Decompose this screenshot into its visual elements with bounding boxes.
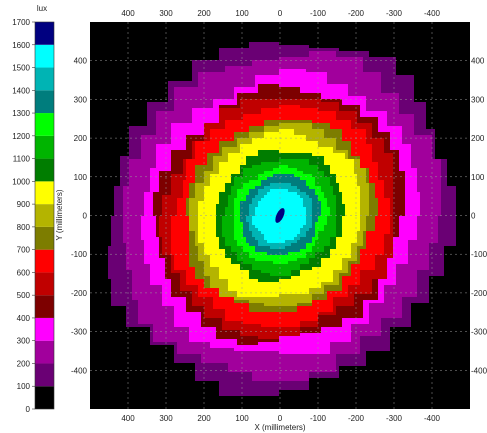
- colorbar-tick-label: 700: [17, 246, 31, 255]
- y-tick-label-right: 0: [471, 212, 476, 221]
- colorbar-band: [35, 272, 54, 296]
- colorbar: lux 0 100 200 300 400 500 600 700 800 900 1000 1100…: [12, 4, 55, 414]
- y-axis-label: Y (millimeters): [55, 189, 64, 240]
- y-tick-label-left: -300: [71, 328, 88, 337]
- y-tick-label-left: -100: [71, 250, 88, 259]
- colorbar-band: [35, 67, 54, 91]
- x-tick-label-bottom: -400: [424, 414, 441, 423]
- y-tick-label-right: 200: [471, 134, 485, 143]
- colorbar-band: [35, 44, 54, 68]
- colorbar-tick-label: 1000: [12, 177, 30, 186]
- y-tick-label-left: -200: [71, 289, 88, 298]
- colorbar-band: [35, 158, 54, 182]
- x-tick-label-bottom: 300: [159, 414, 173, 423]
- colorbar-tick-label: 800: [17, 223, 31, 232]
- y-tick-label-right: 100: [471, 173, 485, 182]
- colorbar-band: [35, 295, 54, 318]
- x-tick-label-bottom: -100: [310, 414, 327, 423]
- colorbar-band: [35, 90, 54, 114]
- x-tick-label-top: -300: [386, 9, 403, 18]
- colorbar-tick-label: 1200: [12, 132, 30, 141]
- x-tick-label-top: -400: [424, 9, 441, 18]
- colorbar-tick-label: 900: [17, 200, 31, 209]
- x-tick-label-top: 100: [235, 9, 249, 18]
- x-tick-label-top: 0: [278, 9, 283, 18]
- colorbar-tick-label: 200: [17, 359, 31, 368]
- colorbar-band: [35, 22, 54, 45]
- colorbar-tick-label: 1300: [12, 109, 30, 118]
- x-tick-label-top: 300: [159, 9, 173, 18]
- y-tick-label-right: -400: [471, 366, 487, 375]
- colorbar-tick-label: 100: [17, 382, 31, 391]
- colorbar-band: [35, 226, 54, 250]
- colorbar-tick-label: 1700: [12, 18, 30, 27]
- colorbar-tick-label: 600: [17, 268, 31, 277]
- colorbar-frame: [34, 21, 55, 410]
- colorbar-tick-label: 400: [17, 314, 31, 323]
- x-tick-label-bottom: -300: [386, 414, 403, 423]
- colorbar-tick-label: 0: [26, 405, 31, 414]
- colorbar-tick-label: 1600: [12, 41, 30, 50]
- y-tick-label-left: -400: [71, 366, 88, 375]
- y-tick-label-left: 100: [74, 173, 88, 182]
- colorbar-band: [35, 386, 54, 409]
- colorbar-unit-label: lux: [37, 4, 47, 13]
- colorbar-band: [35, 181, 54, 205]
- colorbar-band: [35, 113, 54, 136]
- x-tick-label-bottom: 200: [197, 414, 211, 423]
- x-tick-label-bottom: 100: [235, 414, 249, 423]
- colorbar-band: [35, 135, 54, 159]
- x-tick-label-bottom: -200: [348, 414, 365, 423]
- colorbar-tick-label: 1400: [12, 86, 30, 95]
- y-tick-label-left: 0: [83, 212, 88, 221]
- colorbar-tick-label: 1100: [13, 155, 31, 164]
- colorbar-tick-label: 300: [17, 337, 31, 346]
- colorbar-tick-label: 1500: [12, 64, 30, 73]
- peak-region: [275, 208, 285, 223]
- contour-plot: [90, 22, 470, 409]
- colorbar-band: [35, 204, 54, 227]
- colorbar-tick-label: 500: [17, 291, 31, 300]
- x-axis-label: X (millimeters): [254, 423, 305, 432]
- x-tick-label-bottom: 400: [121, 414, 135, 423]
- x-tick-label-top: -200: [348, 9, 365, 18]
- colorbar-band: [35, 317, 54, 341]
- colorbar-band: [35, 340, 54, 364]
- y-tick-label-right: -100: [471, 250, 487, 259]
- axes: 400 300 200 100 0 -100 -200 -300 -400 400 300 200 1…: [55, 9, 487, 432]
- x-tick-label-top: -100: [310, 9, 327, 18]
- y-tick-label-left: 400: [74, 57, 88, 66]
- colorbar-band: [35, 363, 54, 387]
- y-tick-label-right: 300: [471, 95, 485, 104]
- y-tick-label-right: 400: [471, 57, 485, 66]
- y-tick-label-left: 300: [74, 95, 88, 104]
- x-tick-label-bottom: 0: [278, 414, 283, 423]
- y-tick-label-left: 200: [74, 134, 88, 143]
- y-tick-label-right: -200: [471, 289, 487, 298]
- x-tick-label-top: 400: [121, 9, 135, 18]
- x-tick-label-top: 200: [197, 9, 211, 18]
- colorbar-band: [35, 249, 54, 273]
- y-tick-label-right: -300: [471, 328, 487, 337]
